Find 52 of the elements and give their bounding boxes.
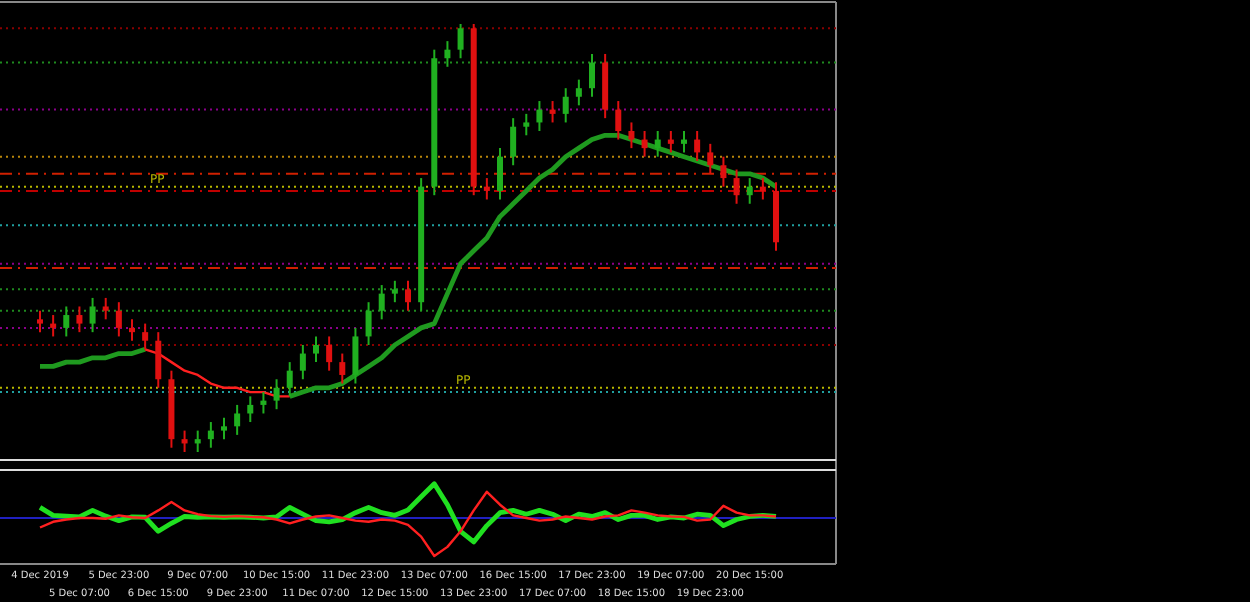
candlestick xyxy=(50,314,57,338)
candlestick xyxy=(681,130,687,154)
candlestick xyxy=(391,279,398,304)
candlestick xyxy=(247,395,254,424)
candlestick xyxy=(89,296,96,334)
candlestick xyxy=(733,168,740,205)
candlestick xyxy=(221,416,227,441)
candlestick xyxy=(549,100,556,124)
candlestick xyxy=(720,155,727,188)
candlestick xyxy=(115,301,122,338)
candlestick xyxy=(457,23,464,60)
candlestick xyxy=(641,130,648,158)
candlestick xyxy=(405,279,411,312)
candlestick xyxy=(707,142,714,175)
candlestick xyxy=(536,100,543,132)
candlestick xyxy=(63,305,70,338)
candlestick xyxy=(615,100,622,141)
candlestick xyxy=(510,117,517,167)
candlestick xyxy=(142,322,149,351)
candlestick xyxy=(129,318,135,342)
candlestick xyxy=(589,52,595,98)
candlestick xyxy=(313,335,319,364)
candlestick xyxy=(286,361,293,398)
candlestick xyxy=(444,40,451,68)
candlestick xyxy=(628,121,635,150)
candlestick xyxy=(575,78,582,107)
candlestick xyxy=(207,421,214,449)
candlestick xyxy=(562,87,569,124)
candlestick xyxy=(483,177,490,201)
candlestick xyxy=(378,284,385,321)
candlestick xyxy=(299,344,306,381)
candlestick xyxy=(602,52,609,120)
candlestick xyxy=(76,305,83,334)
candlestick xyxy=(352,326,359,385)
candlestick xyxy=(523,112,530,137)
candlestick xyxy=(365,301,372,346)
candlestick xyxy=(746,177,753,205)
candlestick xyxy=(326,335,333,372)
candlestick xyxy=(155,331,162,389)
candlestick xyxy=(654,130,661,158)
candlestick xyxy=(667,130,674,154)
candlestick xyxy=(694,130,701,162)
candlestick xyxy=(181,429,188,453)
candlestick xyxy=(759,177,766,201)
candlestick xyxy=(37,309,43,334)
candlestick xyxy=(497,147,503,201)
candlestick xyxy=(194,429,201,453)
candlestick xyxy=(102,296,109,321)
candlestick xyxy=(260,391,267,415)
candlestick xyxy=(339,352,346,385)
candlestick xyxy=(273,378,280,411)
candlestick xyxy=(234,403,241,436)
